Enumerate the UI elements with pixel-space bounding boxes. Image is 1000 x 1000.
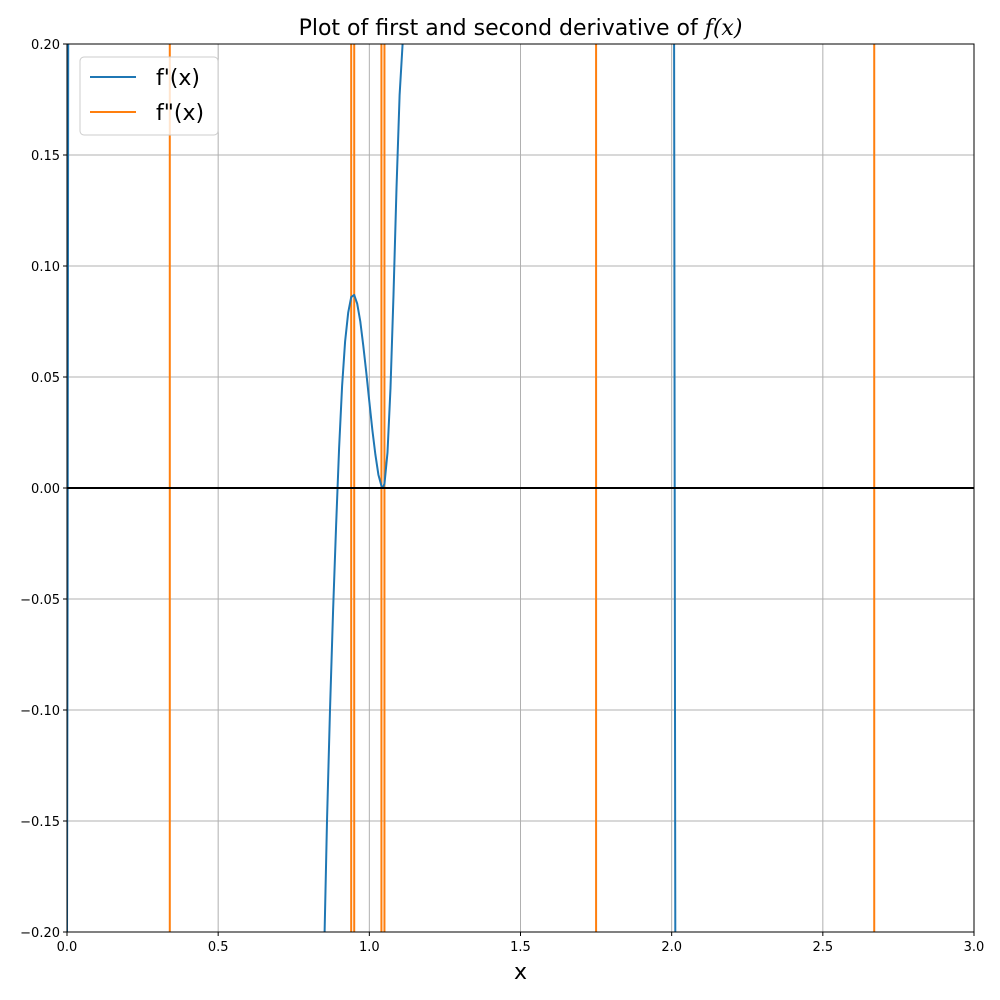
x-tick-label: 0.5 — [208, 940, 229, 955]
y-tick-label: 0.20 — [31, 38, 60, 53]
legend-label-first-derivative: f'(x) — [156, 66, 200, 91]
legend: f'(x) f"(x) — [79, 56, 219, 136]
x-tick-label: 1.0 — [359, 940, 380, 955]
x-tick-label: 2.5 — [812, 940, 833, 955]
legend-label-second-derivative: f"(x) — [156, 101, 204, 126]
x-tick-label: 3.0 — [964, 940, 985, 955]
y-tick-label: −0.05 — [20, 593, 60, 608]
chart-title-math: f(x) — [703, 16, 743, 41]
x-axis-label: x — [514, 960, 527, 985]
y-tick-label: −0.15 — [20, 815, 60, 830]
y-tick-label: 0.05 — [31, 371, 60, 386]
y-tick-label: 0.00 — [31, 482, 60, 497]
chart-title: Plot of first and second derivative of f… — [299, 16, 743, 41]
y-tick-label: −0.20 — [20, 926, 60, 941]
y-tick-label: 0.15 — [31, 149, 60, 164]
data-series — [67, 44, 974, 932]
axis-ticks: 0.0 0.5 1.0 1.5 2.0 2.5 3.0 −0.20 −0.15 −0.10 −0.0… — [20, 38, 984, 955]
x-tick-label: 1.5 — [510, 940, 531, 955]
x-tick-label: 2.0 — [661, 940, 682, 955]
x-tick-label: 0.0 — [57, 940, 78, 955]
first-derivative-curve — [323, 44, 404, 932]
y-tick-label: 0.10 — [31, 260, 60, 275]
chart-title-prefix: Plot of first and second derivative of — [299, 16, 705, 41]
y-tick-label: −0.10 — [20, 704, 60, 719]
